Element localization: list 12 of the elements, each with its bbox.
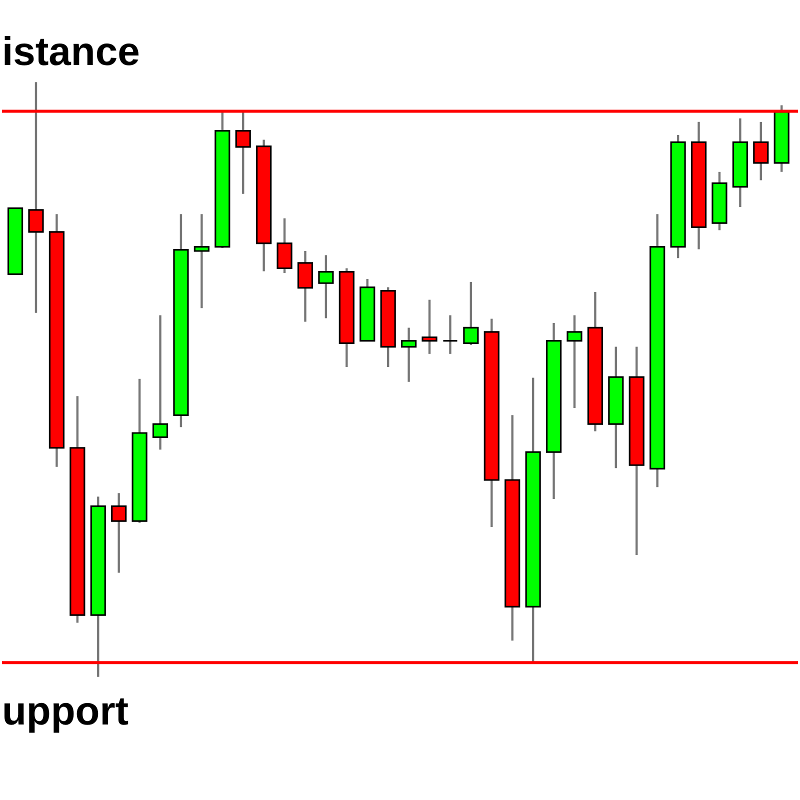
candlestick [422, 298, 438, 356]
candlestick [111, 492, 127, 574]
candlestick [463, 280, 479, 346]
candlestick [152, 314, 168, 451]
ref-line-label: upport [2, 690, 129, 734]
candlestick [194, 213, 210, 310]
candlestick [401, 326, 417, 383]
candlestick [442, 314, 458, 356]
ref-line-label: istance [2, 30, 140, 74]
candlestick [566, 314, 582, 410]
candlestick [318, 254, 334, 320]
candlestick [753, 120, 769, 182]
